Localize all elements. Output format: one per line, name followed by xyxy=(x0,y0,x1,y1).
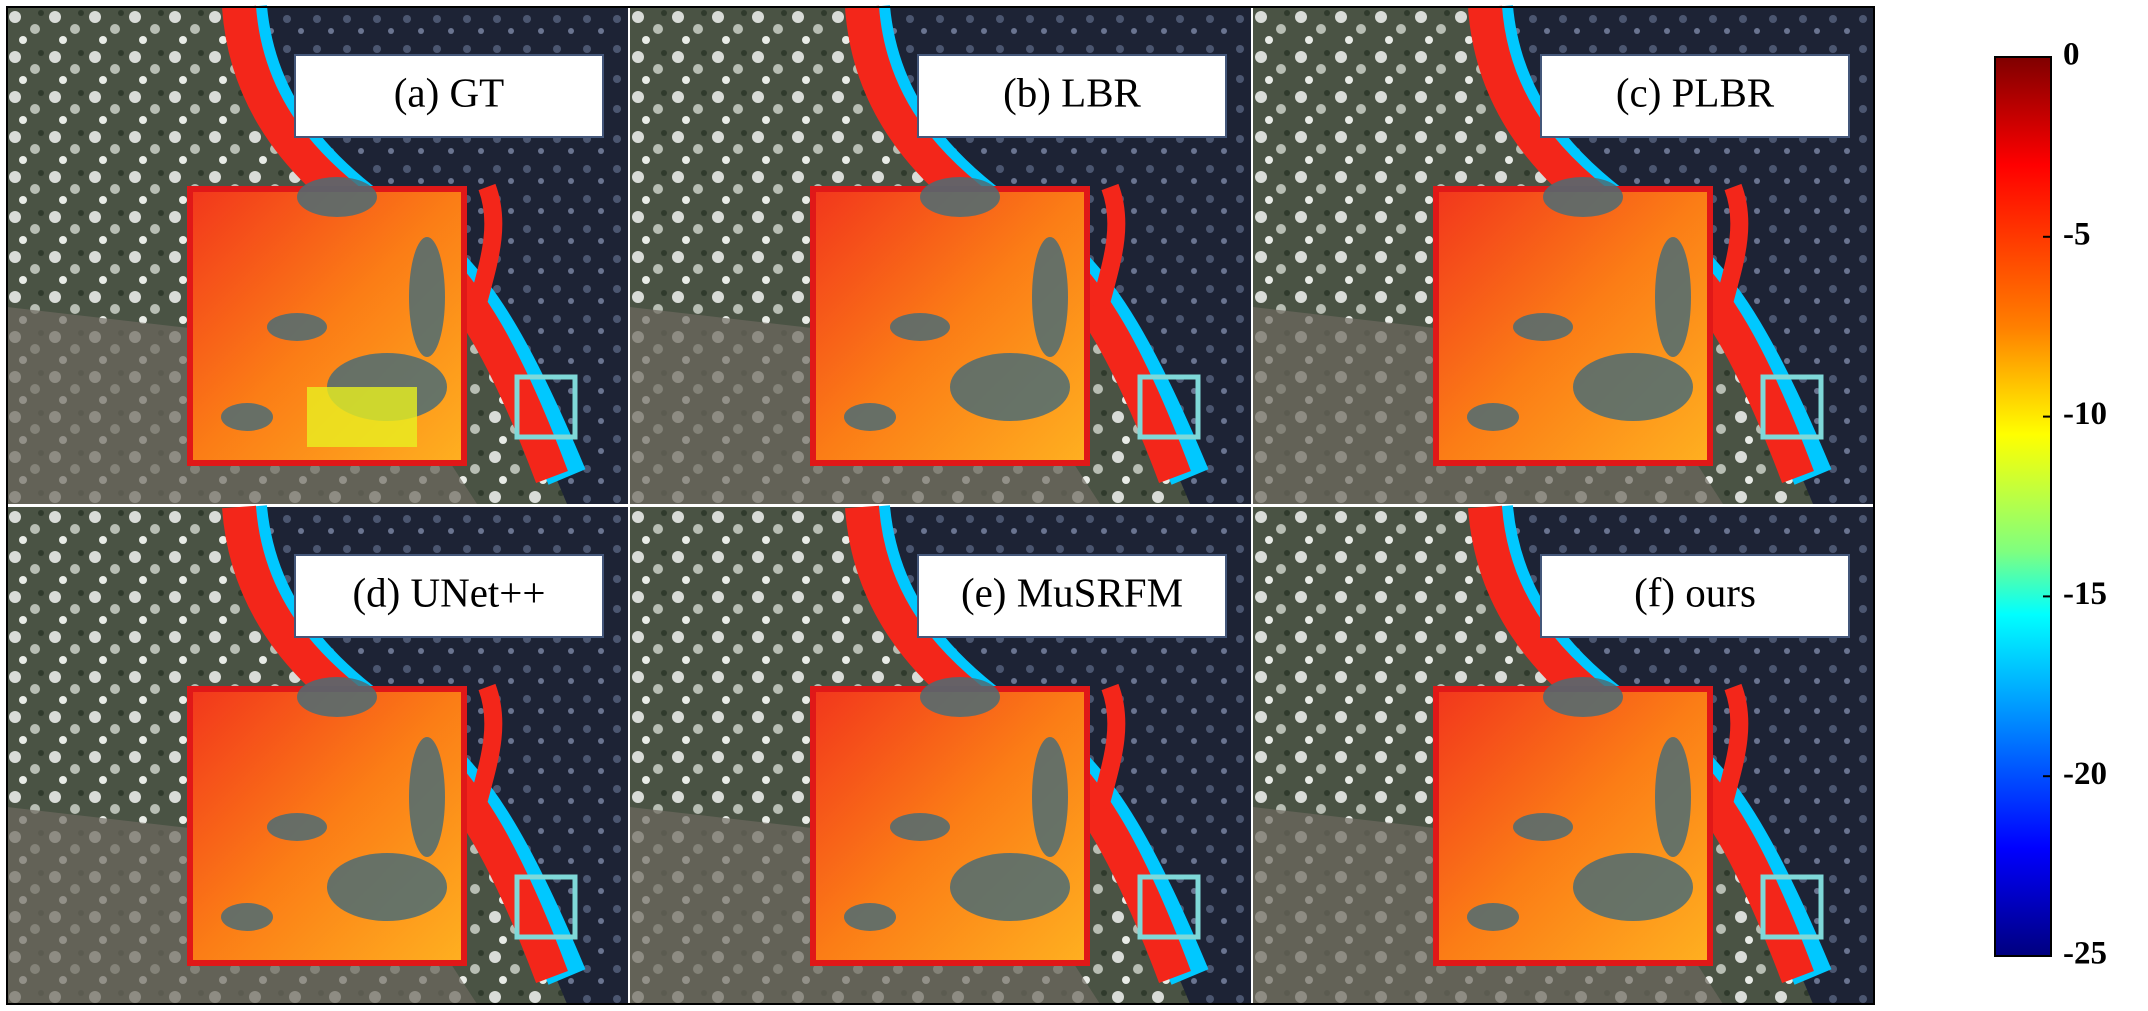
label-box xyxy=(1540,54,1850,138)
panel: (f) ours xyxy=(1253,507,1874,1004)
inset-shallow xyxy=(307,387,417,447)
label-box xyxy=(1540,554,1850,638)
inset-patch xyxy=(950,853,1070,921)
panel-label: (c) PLBR xyxy=(1616,69,1775,115)
inset-patch xyxy=(409,737,445,857)
inset-patch xyxy=(1467,903,1519,931)
inset-patch xyxy=(1573,853,1693,921)
inset-patch xyxy=(1513,313,1573,341)
panel-label: (f) ours xyxy=(1634,569,1756,615)
inset-patch xyxy=(1513,813,1573,841)
inset-patch xyxy=(221,903,273,931)
inset-patch xyxy=(1543,677,1623,717)
colorbar xyxy=(1994,56,2052,957)
inset-patch xyxy=(297,677,377,717)
zoom-box xyxy=(1137,374,1201,440)
inset-patch xyxy=(1032,737,1068,857)
inset-patch xyxy=(221,403,273,431)
inset-patch xyxy=(1573,353,1693,421)
panel-label: (e) MuSRFM xyxy=(961,569,1183,615)
inset-patch xyxy=(890,813,950,841)
label-box xyxy=(294,554,604,638)
panel-label: (d) UNet++ xyxy=(352,569,545,615)
zoom-box xyxy=(1137,874,1201,940)
panel: (d) UNet++ xyxy=(7,507,628,1004)
panel: (c) PLBR xyxy=(1253,7,1874,504)
inset-patch xyxy=(327,853,447,921)
colorbar-tick-label: -20 xyxy=(2063,756,2107,792)
inset-patch xyxy=(844,903,896,931)
colorbar-tick-label: 0 xyxy=(2063,37,2080,73)
inset-patch xyxy=(1543,177,1623,217)
label-box xyxy=(294,54,604,138)
inset-patch xyxy=(1655,237,1691,357)
inset-patch xyxy=(1467,403,1519,431)
panel-label: (b) LBR xyxy=(1003,69,1141,115)
panel-frame xyxy=(6,6,1875,1005)
zoom-box xyxy=(1760,374,1824,440)
inset-patch xyxy=(409,237,445,357)
colorbar-tick-label: -10 xyxy=(2063,396,2107,432)
zoom-box xyxy=(514,374,578,440)
inset-patch xyxy=(950,353,1070,421)
inset-patch xyxy=(297,177,377,217)
inset-patch xyxy=(844,403,896,431)
inset-patch xyxy=(1655,737,1691,857)
inset-patch xyxy=(920,177,1000,217)
colorbar-tick-label: -15 xyxy=(2063,576,2107,612)
inset-patch xyxy=(890,313,950,341)
panel: (b) LBR xyxy=(630,7,1251,504)
panel-label: (a) GT xyxy=(394,69,504,115)
label-box xyxy=(917,554,1227,638)
inset-patch xyxy=(1032,237,1068,357)
label-box xyxy=(917,54,1227,138)
inset-patch xyxy=(267,313,327,341)
inset-patch xyxy=(267,813,327,841)
panel: (a) GT xyxy=(7,7,628,504)
inset-patch xyxy=(920,677,1000,717)
zoom-box xyxy=(1760,874,1824,940)
colorbar-tick-label: -25 xyxy=(2063,936,2107,972)
zoom-box xyxy=(514,874,578,940)
colorbar-tick-label: -5 xyxy=(2063,216,2091,252)
panel: (e) MuSRFM xyxy=(630,507,1251,1004)
